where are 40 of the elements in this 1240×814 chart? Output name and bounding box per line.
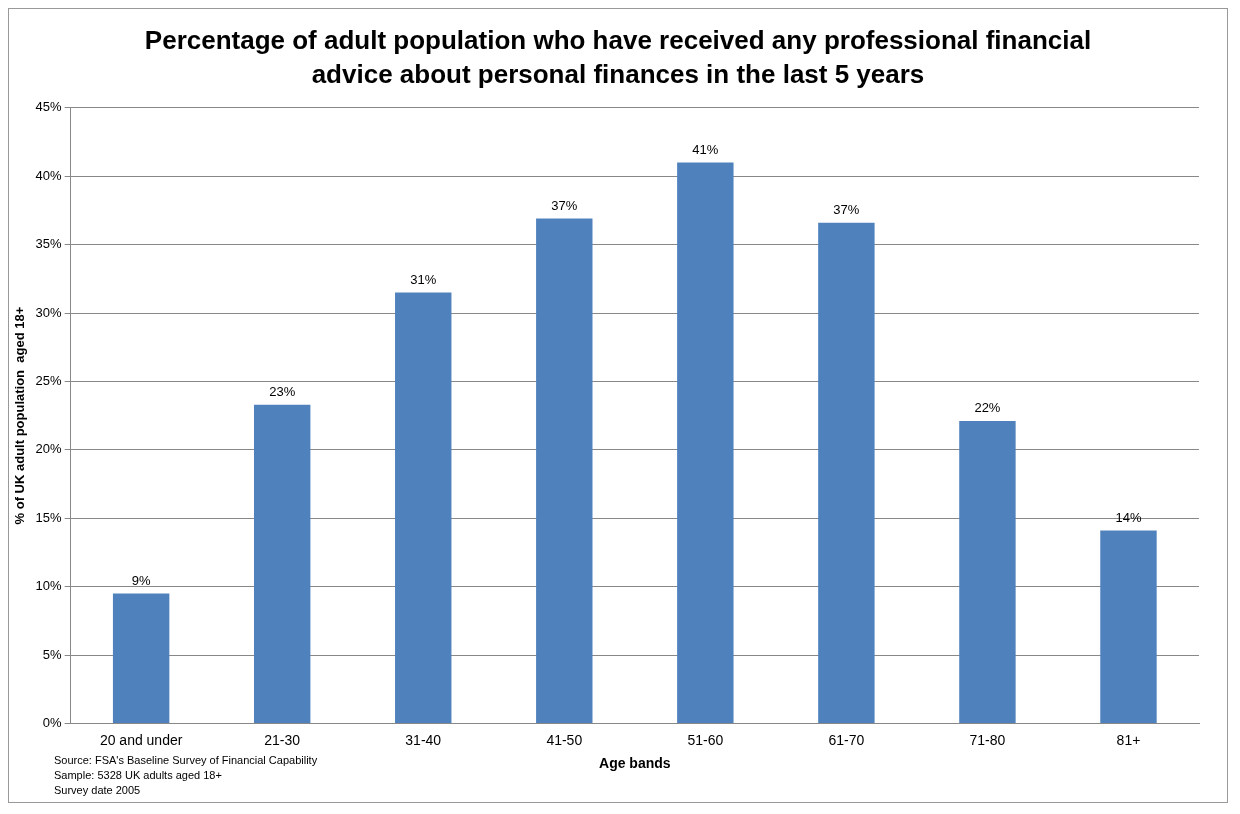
- data-label: 37%: [551, 197, 578, 213]
- y-tick-label: 45%: [35, 99, 63, 115]
- x-tick-label: 71-80: [969, 731, 1006, 748]
- data-label: 31%: [410, 271, 437, 287]
- source-note: Source: FSA's Baseline Survey of Financial Capability: [54, 754, 318, 766]
- data-label: 37%: [833, 201, 860, 217]
- y-tick-label: 40%: [35, 167, 63, 183]
- bar: [959, 421, 1016, 723]
- bar: [677, 162, 734, 723]
- bar: [112, 593, 170, 723]
- x-tick-label: 21-30: [264, 731, 301, 748]
- bar: [1100, 530, 1157, 723]
- chart-title: Percentage of adult population who have received any professional financial advice about personal finances in the last 5 years: [143, 24, 1093, 91]
- x-tick-label: 41-50: [546, 731, 583, 748]
- x-tick-label: 51-60: [687, 731, 724, 748]
- x-tick-label: 31-40: [405, 731, 442, 748]
- x-tick-label: 20 and under: [99, 731, 183, 748]
- data-label: 14%: [1115, 509, 1142, 525]
- bar: [818, 222, 875, 723]
- text: Survey date 2005: [54, 783, 142, 798]
- y-tick-label: 25%: [35, 372, 63, 388]
- data-label: 41%: [692, 141, 719, 157]
- y-tick-label: 30%: [35, 304, 63, 320]
- y-tick-label: 20%: [35, 441, 63, 457]
- bar: [395, 292, 452, 723]
- y-tick-label: 0%: [42, 714, 63, 730]
- x-axis-title: Age bands: [599, 755, 671, 772]
- bar: [253, 404, 311, 723]
- data-label: 23%: [269, 383, 296, 399]
- text: Sample: 5328 UK adults aged 18+: [54, 769, 222, 781]
- y-tick-label: 15%: [35, 509, 63, 525]
- x-tick-label: 61-70: [828, 731, 865, 748]
- data-label: 22%: [974, 400, 1001, 416]
- y-tick-label: 10%: [35, 578, 63, 594]
- y-tick-label: 35%: [35, 236, 63, 252]
- data-label: 9%: [131, 572, 151, 588]
- bar: [536, 218, 593, 723]
- y-tick-label: 5%: [42, 646, 63, 662]
- x-tick-label: 81+: [1116, 731, 1141, 748]
- y-axis-title: % of UK adult population aged 18+: [12, 306, 28, 525]
